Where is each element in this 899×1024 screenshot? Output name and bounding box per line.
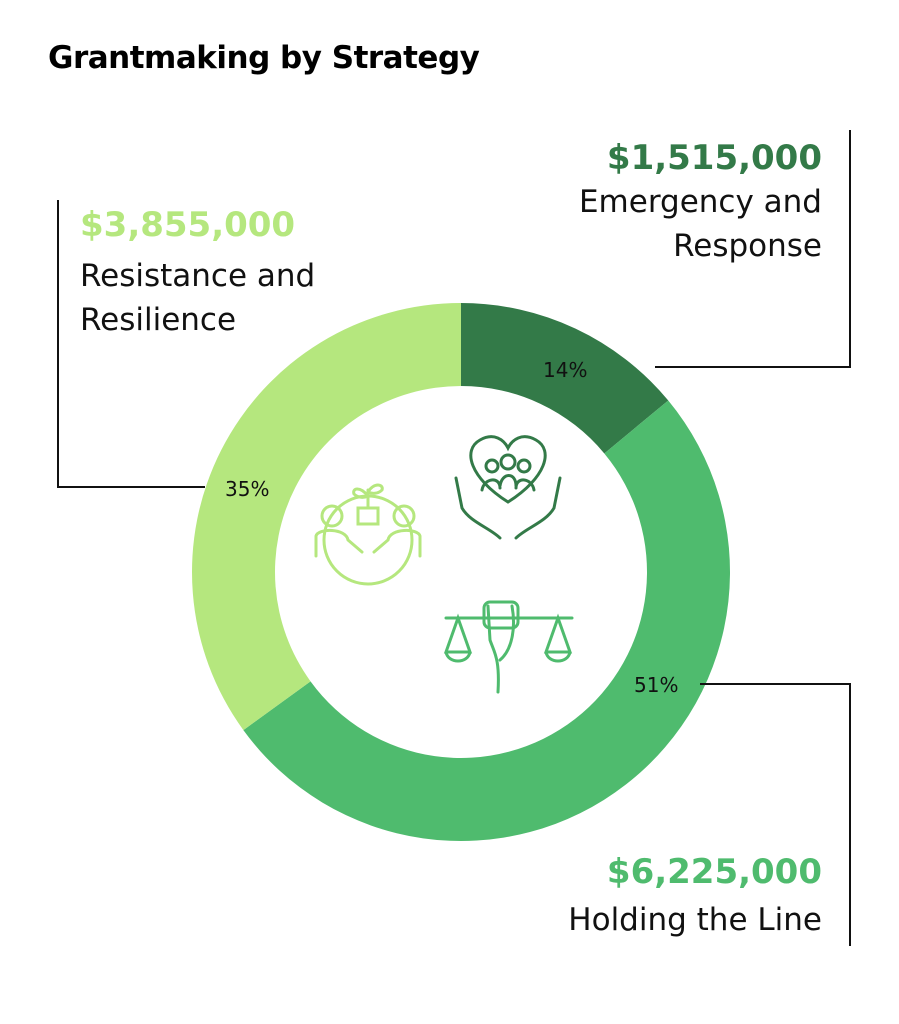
pct-label-resistance: 35% xyxy=(225,477,269,501)
heart-hands-community-icon xyxy=(454,435,562,540)
donut-slice-emergency-and-response xyxy=(461,303,669,454)
leader-line-emergency xyxy=(655,130,851,368)
label-holding: Holding the Line xyxy=(568,902,822,938)
pct-label-emergency: 14% xyxy=(543,358,587,382)
scales-of-justice-fist-icon xyxy=(443,600,574,694)
chart-title: Grantmaking by Strategy xyxy=(48,40,480,76)
earth-people-plant-icon xyxy=(314,483,422,586)
pct-label-holding: 51% xyxy=(634,673,678,697)
amount-emergency: $1,515,000 xyxy=(606,138,822,178)
label-resistance: Resistance and Resilience xyxy=(80,258,316,338)
donut-slice-resistance-and-resilience xyxy=(192,303,462,731)
leader-line-resistance xyxy=(57,200,205,488)
donut-slice-holding-the-line xyxy=(243,400,731,842)
label-emergency: Emergency and Response xyxy=(578,184,822,264)
amount-resistance: $3,855,000 xyxy=(80,205,296,245)
leader-line-holding xyxy=(700,683,851,946)
amount-holding: $6,225,000 xyxy=(606,852,822,892)
